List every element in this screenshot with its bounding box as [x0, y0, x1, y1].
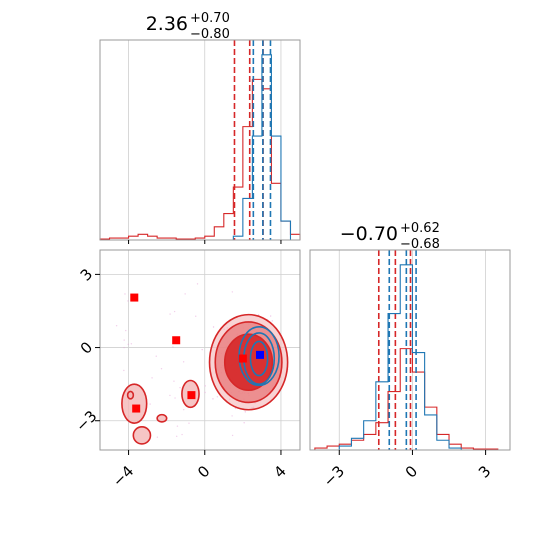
axes-frame [99, 39, 301, 241]
red-marker [132, 404, 141, 413]
scatter-sample [124, 293, 126, 295]
y-tick-label: 0 [77, 338, 96, 357]
scatter-sample [127, 300, 129, 302]
scatter-sample [155, 355, 157, 357]
scatter-sample [115, 325, 118, 327]
y-tick-label: −3 [72, 407, 100, 435]
scatter-sample [125, 329, 127, 332]
joint-scatter-contour-panel: −4 0 4 −3 0 3 [72, 249, 301, 490]
panel-title-value: −0.70 [340, 223, 398, 245]
scatter-sample [156, 436, 159, 438]
scatter-sample [195, 315, 197, 317]
histogram-series-2 [232, 54, 292, 240]
red-marker [187, 391, 196, 400]
scatter-sample [231, 434, 234, 437]
x-tick-label: 0 [402, 462, 421, 481]
x-tick-label: −3 [320, 462, 348, 490]
scatter-sample [244, 411, 246, 413]
scatter-sample [243, 422, 245, 424]
scatter-sample [176, 435, 178, 438]
red-marker [130, 293, 139, 302]
axes-frame [309, 249, 511, 451]
x-tick-label: 0 [194, 462, 213, 481]
scatter-sample [173, 310, 176, 313]
scatter-sample [231, 291, 234, 293]
red-contour [121, 383, 148, 424]
scatter-sample [169, 313, 171, 315]
scatter-sample [179, 386, 181, 389]
axes-frame [99, 249, 301, 451]
marginal-histogram-param-1: 2.36 +0.70−0.80 [99, 11, 301, 244]
scatter-sample [271, 320, 273, 322]
panel-title-upper-error: +0.62 [400, 221, 440, 236]
x-tick-label: 3 [475, 462, 494, 481]
panel-title-value: 2.36 [146, 13, 188, 35]
scatter-sample [172, 346, 174, 348]
red-contour [156, 413, 168, 423]
scatter-sample [201, 348, 203, 351]
red-contour [132, 426, 152, 445]
scatter-sample [204, 385, 206, 387]
scatter-sample [184, 293, 186, 295]
panel-title-lower-error: −0.80 [190, 27, 230, 42]
scatter-sample [188, 422, 190, 424]
scatter-sample [174, 397, 176, 399]
scatter-sample [204, 391, 206, 394]
scatter-sample [212, 326, 215, 328]
scatter-sample [127, 343, 129, 346]
scatter-sample [123, 369, 125, 372]
red-marker [238, 354, 247, 363]
panel-title-lower-error: −0.68 [400, 237, 440, 252]
scatter-sample [182, 361, 185, 363]
marginal-histogram-param-2: −0.70 +0.62−0.68 −3 0 3 [309, 221, 511, 490]
x-tick-label: −4 [109, 462, 137, 490]
scatter-sample [196, 283, 199, 285]
blue-contour [249, 340, 269, 377]
red-marker [172, 336, 181, 345]
scatter-sample [123, 339, 125, 341]
x-tick-label: 4 [270, 462, 289, 481]
scatter-sample [151, 377, 153, 379]
scatter-sample [176, 425, 179, 427]
blue-marker [256, 350, 264, 359]
histogram-series-2 [338, 264, 462, 450]
scatter-sample [173, 380, 175, 382]
scatter-sample [231, 415, 233, 417]
scatter-sample [212, 398, 214, 400]
red-contour [126, 390, 135, 400]
scatter-sample [160, 368, 163, 370]
scatter-sample [169, 394, 171, 397]
panel-title-upper-error: +0.70 [190, 11, 230, 26]
scatter-sample [183, 408, 185, 411]
scatter-sample [216, 396, 219, 398]
scatter-sample [181, 433, 183, 436]
scatter-sample [269, 315, 272, 317]
scatter-sample [130, 343, 133, 345]
scatter-sample [149, 403, 151, 405]
y-tick-label: 3 [77, 265, 96, 284]
scatter-sample [123, 346, 125, 349]
